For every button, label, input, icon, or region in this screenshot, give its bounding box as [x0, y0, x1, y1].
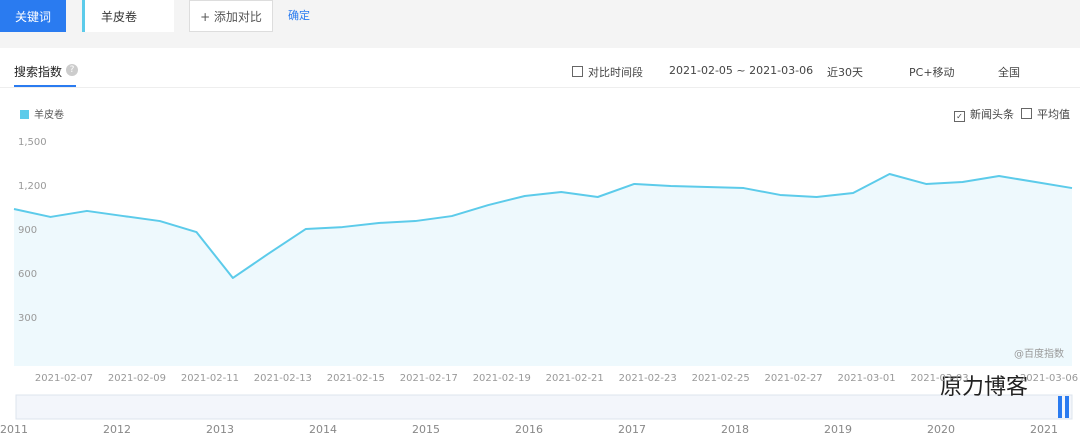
- y-tick-label: 1,500: [18, 137, 47, 148]
- x-tick-label: 2021-03-01: [838, 373, 896, 384]
- area: [14, 173, 1072, 366]
- average-option[interactable]: 平均值: [1021, 106, 1070, 122]
- x-tick-label: 2021-02-27: [765, 373, 823, 384]
- x-tick-label: 2021-02-25: [692, 373, 750, 384]
- device-select[interactable]: PC+移动: [909, 66, 955, 79]
- keyword-input[interactable]: 羊皮卷: [82, 0, 174, 32]
- x-tick-label: 2021-02-09: [108, 373, 166, 384]
- timeline-label: 2020: [927, 423, 955, 435]
- y-tick-label: 900: [18, 225, 37, 236]
- confirm[interactable]: 确定: [288, 9, 310, 22]
- x-tick-label: 2021-02-19: [473, 373, 531, 384]
- y-tick-label: 300: [18, 313, 37, 324]
- news-label: 新闻头条: [970, 108, 1014, 121]
- timeline-label: 2013: [206, 423, 234, 435]
- slider-handle[interactable]: [1058, 396, 1062, 418]
- legend: 羊皮卷: [20, 106, 64, 121]
- x-tick-label: 2021-02-23: [619, 373, 677, 384]
- x-tick-label: 2021-02-13: [254, 373, 312, 384]
- x-tick-label: 2021-02-11: [181, 373, 239, 384]
- x-tick-label: 2021-02-15: [327, 373, 385, 384]
- news-option[interactable]: ✓ 新闻头条: [954, 106, 1014, 122]
- y-tick-label: 1,200: [18, 181, 47, 192]
- timeline-label: 2015: [412, 423, 440, 435]
- watermark: @百度指数: [1014, 347, 1064, 360]
- divider: [0, 87, 1080, 88]
- timeline-label: 2014: [309, 423, 337, 435]
- compare-period[interactable]: 对比时间段: [572, 64, 643, 80]
- tab-underline: [14, 85, 76, 87]
- legend-swatch: [20, 110, 29, 119]
- x-tick-label: 2021-02-17: [400, 373, 458, 384]
- average-label: 平均值: [1037, 108, 1070, 121]
- x-tick-label: 2021-03-06: [1020, 373, 1078, 384]
- compare-label: 对比时间段: [588, 66, 643, 79]
- legend-label: 羊皮卷: [34, 110, 64, 121]
- date-range[interactable]: 2021-02-05 ~ 2021-03-06: [669, 64, 814, 77]
- overlay-text: 原力博客: [940, 375, 1028, 400]
- x-tick-label: 2021-02-07: [35, 373, 93, 384]
- timeline-label: 2011: [0, 423, 28, 435]
- timeline-label: 2021: [1030, 423, 1058, 435]
- add-compare[interactable]: + 添加对比: [189, 0, 273, 32]
- slider-handle[interactable]: [1065, 396, 1069, 418]
- region-select[interactable]: 全国: [998, 66, 1020, 79]
- period-select[interactable]: 近30天: [827, 66, 863, 79]
- help-icon[interactable]: ?: [66, 64, 78, 76]
- timeline-label: 2012: [103, 423, 131, 435]
- range-slider[interactable]: [15, 394, 1073, 420]
- y-tick-label: 600: [18, 269, 37, 280]
- x-tick-label: 2021-03-03: [910, 373, 968, 384]
- x-tick-label: 2021-02-21: [546, 373, 604, 384]
- timeline-label: 2017: [618, 423, 646, 435]
- timeline-label: 2019: [824, 423, 852, 435]
- keyword-button[interactable]: 关键词: [0, 0, 66, 32]
- top-bar: 关键词 羊皮卷 + 添加对比 确定: [0, 0, 1080, 48]
- tab-title[interactable]: 搜索指数: [14, 65, 63, 79]
- line: [13, 172, 1073, 279]
- timeline-label: 2016: [515, 423, 543, 435]
- timeline-label: 2018: [721, 423, 749, 435]
